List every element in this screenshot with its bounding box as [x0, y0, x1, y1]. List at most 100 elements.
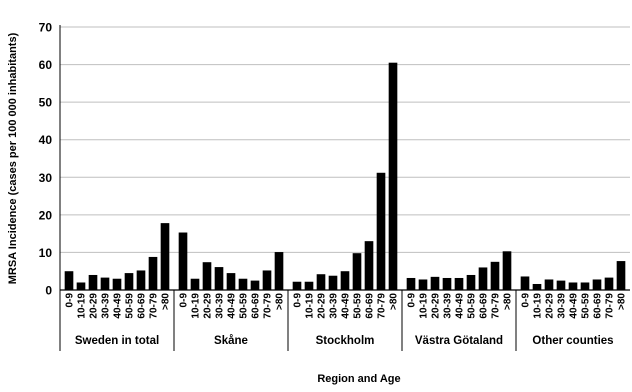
y-tick-label: 50	[39, 96, 53, 110]
x-tick-label: 20-29	[317, 293, 328, 319]
bar	[568, 282, 578, 290]
x-tick-label: >80	[503, 293, 514, 310]
x-tick-label: 0-9	[179, 293, 190, 308]
bar	[544, 279, 554, 290]
y-tick-label: 40	[39, 133, 53, 147]
bar	[136, 270, 146, 290]
x-tick-label: 30-39	[101, 293, 112, 319]
bar	[340, 271, 350, 290]
x-tick-label: 30-39	[557, 293, 568, 319]
group-separators	[59, 290, 517, 351]
bar	[388, 62, 398, 290]
group-labels: Sweden in total Skåne Stockholm Västra Göta…	[75, 335, 614, 347]
x-tick-label: 70-79	[149, 293, 160, 319]
bar	[292, 281, 302, 290]
group-label: Other counties	[532, 335, 613, 347]
bar	[376, 172, 386, 290]
bars	[64, 62, 626, 290]
x-tick-label: 40-49	[455, 293, 466, 319]
x-tick-label: 50-59	[239, 293, 250, 319]
x-tick-label: 20-29	[431, 293, 442, 319]
bar	[592, 279, 602, 290]
x-tick-label: 50-59	[467, 293, 478, 319]
bar	[214, 267, 224, 290]
x-tick-label: 0-9	[407, 293, 418, 308]
x-tick-label: 70-79	[491, 293, 502, 319]
x-tick-label: 0-9	[293, 293, 304, 308]
x-tick-label: >80	[617, 293, 628, 310]
bar	[304, 281, 314, 290]
bar	[190, 278, 200, 290]
x-tick-label: 70-79	[377, 293, 388, 319]
x-tick-label: 60-69	[251, 293, 262, 319]
bar	[520, 276, 530, 290]
group-label: Västra Götaland	[415, 335, 503, 347]
bar	[418, 279, 428, 290]
y-tick-label: 70	[39, 21, 53, 35]
bar	[178, 232, 188, 290]
bar	[352, 253, 362, 290]
x-tick-label: 0-9	[65, 293, 76, 308]
bar	[274, 252, 284, 290]
bar	[250, 280, 260, 290]
bar	[466, 274, 476, 290]
x-axis-label: Region and Age	[317, 373, 400, 385]
bar	[262, 270, 272, 290]
bar	[160, 223, 170, 290]
x-tick-label: 10-19	[305, 293, 316, 319]
bar	[76, 282, 86, 290]
x-tick-label: 50-59	[125, 293, 136, 319]
x-tick-label: 60-69	[365, 293, 376, 319]
bar	[556, 280, 566, 290]
x-tick-label: 60-69	[479, 293, 490, 319]
bar	[238, 278, 248, 290]
x-tick-label: 40-49	[227, 293, 238, 319]
bar	[490, 261, 500, 290]
bar	[328, 275, 338, 290]
x-tick-label: 20-29	[89, 293, 100, 319]
bar	[532, 283, 542, 290]
x-tick-label: 30-39	[215, 293, 226, 319]
gridlines	[60, 26, 630, 253]
x-tick-label: 10-19	[533, 293, 544, 319]
x-tick-label: >80	[275, 293, 286, 310]
bar	[364, 241, 374, 290]
y-tick-label: 20	[39, 208, 53, 222]
x-tick-label: 30-39	[329, 293, 340, 319]
bar	[502, 251, 512, 290]
bar	[604, 277, 614, 290]
group-label: Sweden in total	[75, 335, 159, 347]
x-tick-label: 70-79	[263, 293, 274, 319]
y-tick-label: 30	[39, 171, 53, 185]
bar	[454, 277, 464, 290]
y-axis-ticks: 0 10 20 30 40 50 60 70	[39, 21, 53, 298]
x-tick-label: 10-19	[191, 293, 202, 319]
x-tick-label: 40-49	[569, 293, 580, 319]
x-tick-label: 40-49	[113, 293, 124, 319]
x-tick-label: 50-59	[581, 293, 592, 319]
x-tick-label: 60-69	[137, 293, 148, 319]
x-tick-label: 60-69	[593, 293, 604, 319]
bar	[430, 276, 440, 290]
bar	[100, 277, 110, 290]
bar	[226, 273, 236, 290]
x-tick-label: >80	[161, 293, 172, 310]
bar	[88, 274, 98, 290]
x-tick-label: 20-29	[203, 293, 214, 319]
group-label: Stockholm	[316, 335, 375, 347]
x-tick-label: 40-49	[341, 293, 352, 319]
bar	[112, 278, 122, 290]
bar	[316, 274, 326, 290]
bar	[124, 273, 134, 290]
x-tick-label: 30-39	[443, 293, 454, 319]
bar	[202, 262, 212, 290]
y-tick-label: 0	[45, 284, 52, 298]
y-axis-label: MRSA Incidence (cases per 100 000 inhabi…	[7, 32, 19, 284]
x-tick-label: 10-19	[77, 293, 88, 319]
x-tick-label: 50-59	[353, 293, 364, 319]
bar	[64, 271, 74, 290]
bar	[580, 282, 590, 290]
bar	[148, 256, 158, 290]
